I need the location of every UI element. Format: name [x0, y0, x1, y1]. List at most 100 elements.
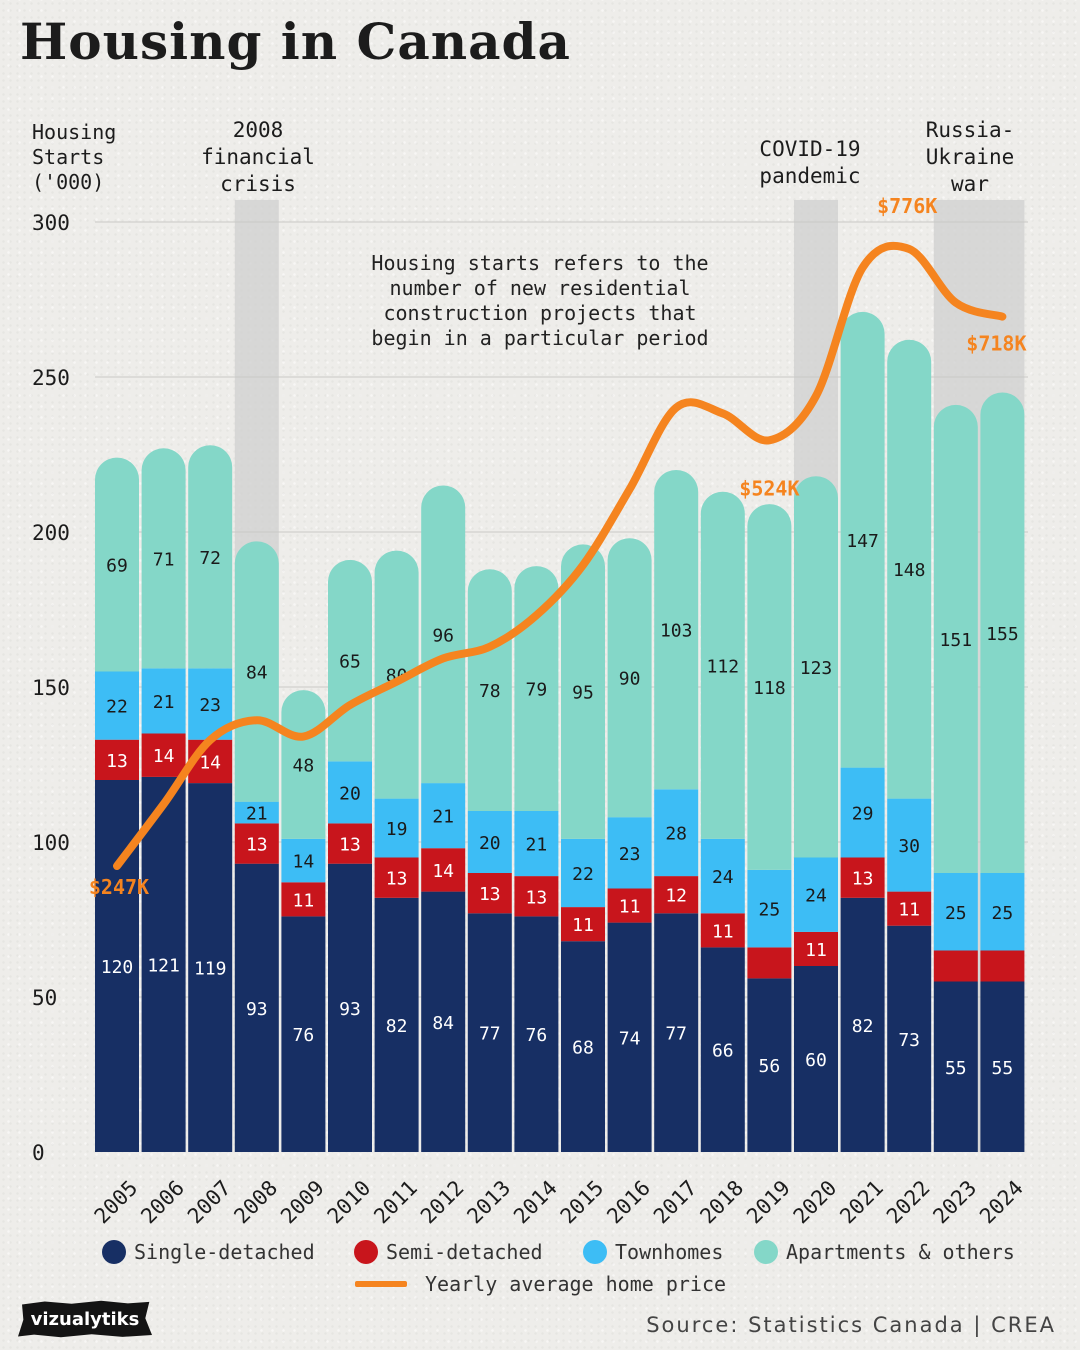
bar-segment-apt: [141, 448, 186, 669]
bar-value-label: 96: [432, 625, 454, 646]
x-tick-label: 2019: [742, 1176, 795, 1229]
x-tick-label: 2007: [183, 1176, 236, 1229]
price-annotation: $524K: [739, 476, 799, 500]
bar-value-label: 66: [712, 1041, 734, 1062]
bar-segment-semi: [840, 857, 885, 898]
event-label: 2008: [233, 118, 284, 142]
bar-segment-semi: [887, 891, 932, 926]
bar-segment-semi: [747, 947, 792, 979]
bar-value-label: 76: [293, 1025, 315, 1046]
bar-value-label: 22: [106, 697, 128, 718]
stacked-bar-chart: 0 50 100 150 200 250 300 120 13 22 69 2005 121 14 21 71…: [32, 118, 1028, 1229]
bar-segment-town: [561, 838, 605, 908]
bar-segment-semi: [933, 950, 978, 982]
bar-value-label: 65: [339, 652, 361, 673]
bar-value-label: 25: [945, 903, 967, 924]
bar-value-label: 90: [619, 669, 641, 690]
price-annotation: $718K: [966, 332, 1026, 356]
bar-value-label: 12: [665, 886, 687, 907]
bar-segment-semi: [374, 857, 419, 898]
bar-value-label: 13: [339, 835, 361, 856]
bar-segment-semi: [95, 739, 139, 780]
x-tick-label: 2020: [789, 1176, 842, 1229]
bar-segment-apt: [234, 541, 279, 802]
bar-segment-town: [654, 789, 699, 877]
x-tick-label: 2005: [90, 1176, 143, 1229]
bar-segment-apt: [794, 476, 838, 858]
bar-value-label: 21: [432, 807, 454, 828]
bar-value-label: 68: [572, 1038, 594, 1059]
bar-value-label: 29: [852, 804, 874, 825]
bar-value-label: 78: [479, 681, 501, 702]
y-tick-label: 300: [32, 211, 70, 235]
bar-segment-semi: [421, 848, 466, 892]
bar-value-label: 48: [293, 756, 315, 777]
bar-value-label: 79: [526, 680, 548, 701]
bar-segment-town: [467, 811, 512, 873]
price-annotation: $247K: [89, 875, 149, 899]
bar-segment-semi: [141, 733, 186, 777]
price-annotation: $776K: [877, 194, 937, 218]
event-label: Russia-: [926, 118, 1015, 142]
bar-segment-town: [374, 798, 419, 858]
bar-value-label: 11: [712, 921, 734, 942]
legend-label: Apartments & others: [786, 1240, 1015, 1264]
bar-segment-apt: [700, 491, 745, 839]
bar-value-label: 84: [432, 1013, 454, 1034]
bar-value-label: 60: [805, 1050, 827, 1071]
legend-swatch-town: [583, 1240, 607, 1264]
bar-segment-single: [887, 925, 932, 1152]
bar-value-label: 77: [665, 1024, 687, 1045]
bar-segment-apt: [840, 311, 885, 768]
bar-value-label: 25: [759, 900, 781, 921]
bar-segment-apt: [933, 404, 978, 873]
bar-segment-apt: [421, 485, 466, 784]
bar-value-label: 24: [712, 867, 734, 888]
chart-title: Housing in Canada: [20, 12, 571, 71]
bar-segment-apt: [188, 445, 233, 669]
bar-value-label: 118: [753, 678, 786, 699]
bar-value-label: 93: [339, 999, 361, 1020]
bar-value-label: 55: [992, 1058, 1014, 1079]
y-tick-label: 250: [32, 366, 70, 390]
y-tick-label: 200: [32, 521, 70, 545]
bar-value-label: 93: [246, 999, 268, 1020]
bar-segment-single: [933, 981, 978, 1152]
bar-segment-apt: [980, 392, 1025, 873]
legend-label: Yearly average home price: [425, 1272, 727, 1296]
bar-value-label: 25: [992, 903, 1014, 924]
bar-segment-semi: [654, 876, 699, 914]
bar-value-label: 20: [479, 833, 501, 854]
bar-segment-semi: [234, 823, 279, 864]
legend-item-apt: Apartments & others: [754, 1240, 1015, 1264]
bar-segment-single: [374, 897, 419, 1152]
bar-value-label: 21: [246, 804, 268, 825]
x-tick-label: 2018: [695, 1176, 748, 1229]
x-tick-label: 2016: [602, 1176, 655, 1229]
event-label: COVID-19: [759, 137, 860, 161]
bar-value-label: 22: [572, 864, 594, 885]
bar-value-label: 151: [940, 630, 973, 651]
bar-value-label: 11: [572, 915, 594, 936]
legend-item-single: Single-detached: [102, 1240, 315, 1264]
y-axis-label-line: Starts: [32, 145, 105, 169]
bar-value-label: 120: [101, 957, 134, 978]
x-tick-label: 2024: [975, 1176, 1028, 1229]
bar-segment-town: [141, 668, 186, 734]
bar-value-label: 148: [893, 560, 926, 581]
bar-value-label: 19: [386, 819, 408, 840]
note-text: Housing starts refers to the: [371, 251, 708, 275]
bar-value-label: 71: [153, 549, 175, 570]
bar-segment-single: [980, 981, 1025, 1152]
bar-segment-apt: [607, 538, 652, 818]
x-tick-label: 2009: [276, 1176, 329, 1229]
bar-value-label: 11: [805, 940, 827, 961]
x-tick-label: 2014: [509, 1176, 562, 1229]
bar-value-label: 13: [386, 869, 408, 890]
bar-segment-town: [514, 811, 559, 877]
bar-value-label: 103: [660, 621, 693, 642]
bar-value-label: 30: [898, 836, 920, 857]
bar-value-label: 82: [386, 1016, 408, 1037]
bar-segment-semi: [700, 913, 745, 948]
bar-value-label: 11: [619, 897, 641, 918]
